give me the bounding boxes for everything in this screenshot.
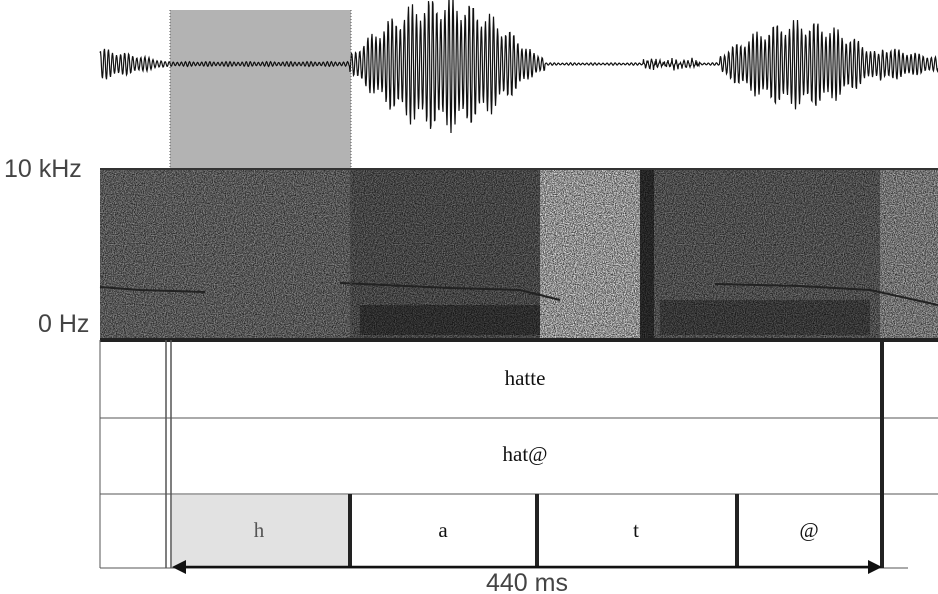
phone-label: a <box>438 518 448 542</box>
phone-label: t <box>633 518 639 542</box>
phone-label: h <box>254 518 265 542</box>
frequency-label: 0 Hz <box>38 310 89 338</box>
selection <box>170 10 351 168</box>
annotation-figure: 10 kHz 0 Hz hatte hat@ h a t @ 440 ms <box>0 0 938 594</box>
phonemic-label: hat@ <box>503 442 548 466</box>
spectrogram <box>100 170 938 338</box>
word-label: hatte <box>505 366 546 390</box>
phone-label: @ <box>799 518 818 542</box>
duration-label: 440 ms <box>486 569 568 594</box>
frequency-label: 10 kHz <box>4 155 82 183</box>
